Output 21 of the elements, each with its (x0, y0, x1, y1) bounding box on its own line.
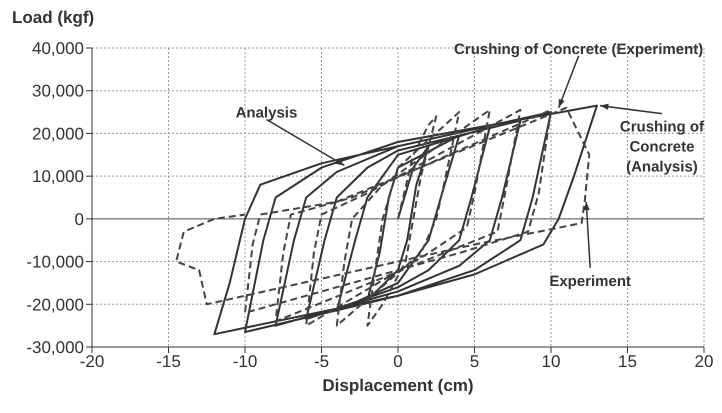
x-tick-label: 0 (393, 352, 403, 372)
annotation: Crushing of Concrete (Experiment) (454, 40, 704, 58)
x-tick-label: -15 (156, 352, 181, 372)
x-tick-label: 20 (694, 352, 714, 372)
annotation: Analysis (236, 104, 298, 122)
x-tick-label: -10 (232, 352, 258, 372)
y-axis-title: Load (kgf) (12, 8, 94, 28)
y-tick-label: 20,000 (32, 124, 84, 144)
y-tick-label: 40,000 (32, 39, 84, 58)
y-tick-label: 30,000 (32, 82, 84, 101)
x-tick-label: 5 (470, 352, 480, 372)
x-tick-label: 15 (618, 352, 637, 372)
y-tick-label: 10,000 (32, 167, 84, 186)
annotation: Experiment (549, 272, 632, 290)
y-tick-label: -10,000 (26, 252, 84, 272)
x-tick-label: -5 (314, 352, 330, 372)
y-tick-label: 0 (74, 210, 84, 229)
annotation: Crushing of Concrete (Analysis) (620, 118, 706, 176)
x-tick-label: 10 (542, 352, 560, 372)
x-axis-title: Displacement (cm) (322, 376, 474, 396)
y-tick-label: -20,000 (26, 295, 84, 314)
